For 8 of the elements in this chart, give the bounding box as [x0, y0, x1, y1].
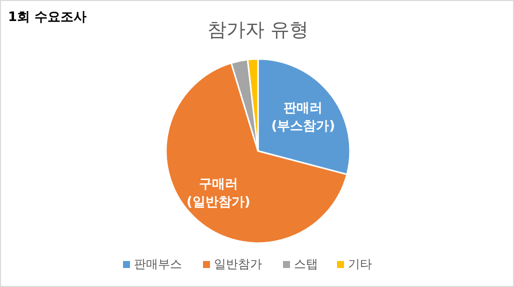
text: 구매러 (일반참가)	[186, 177, 250, 210]
legend-label: 기타	[348, 257, 372, 271]
text: 판매러 (부스참가)	[271, 101, 336, 134]
legend-label: 스탭	[294, 257, 318, 271]
legend-label: 일반참가	[214, 257, 262, 271]
chart-subtitle: 1회 수요조사	[8, 10, 87, 25]
chart-title: 참가자 유형	[207, 19, 309, 41]
legend-label: 판매부스	[134, 257, 182, 271]
